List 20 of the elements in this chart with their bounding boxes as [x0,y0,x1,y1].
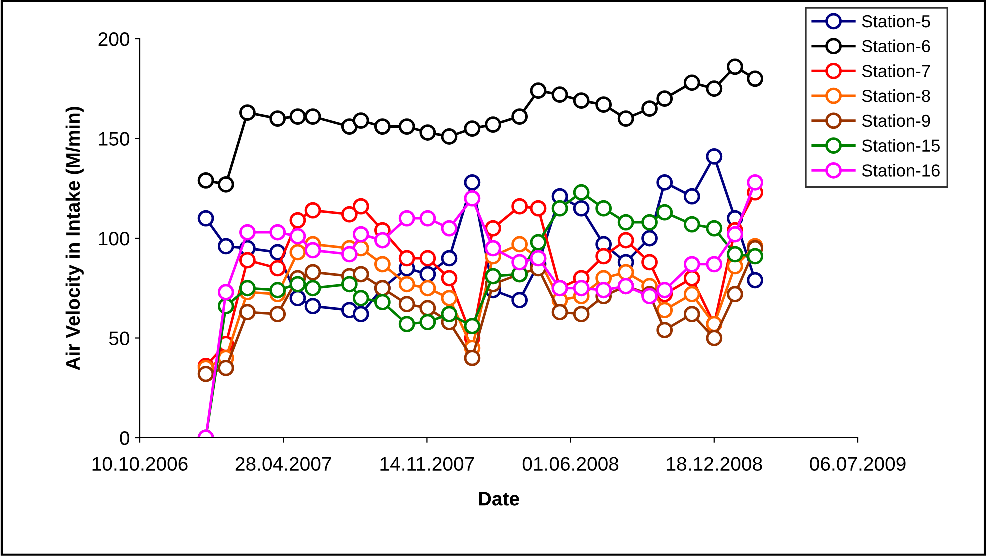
y-tick-label: 200 [98,32,130,46]
y-tick-label: 0 [120,431,130,446]
legend-label: Station-7 [862,64,930,78]
legend-label: Station-16 [862,164,940,177]
y-axis-title: Air Velocity in Intake (M/min) [66,107,84,370]
x-tick-label: 18.12.2008 [667,457,762,472]
x-tick-label: 01.06.2008 [522,457,619,472]
legend-label: Station-9 [862,114,930,128]
x-tick-label: 14.11.2007 [380,457,474,472]
legend-label: Station-5 [862,14,930,28]
x-tick-label: 10.10.2006 [92,457,188,472]
y-tick-label: 150 [99,132,130,146]
legend-label: Station-15 [862,139,940,152]
y-tick-label: 100 [99,232,130,246]
x-tick-label: 06.07.2009 [810,457,906,472]
legend-label: Station-6 [862,40,930,53]
legend-label: Station-8 [862,90,930,102]
y-tick-label: 50 [109,332,130,346]
x-tick-label: 28.04.2007 [236,457,332,472]
x-axis-title: Date [479,492,520,506]
